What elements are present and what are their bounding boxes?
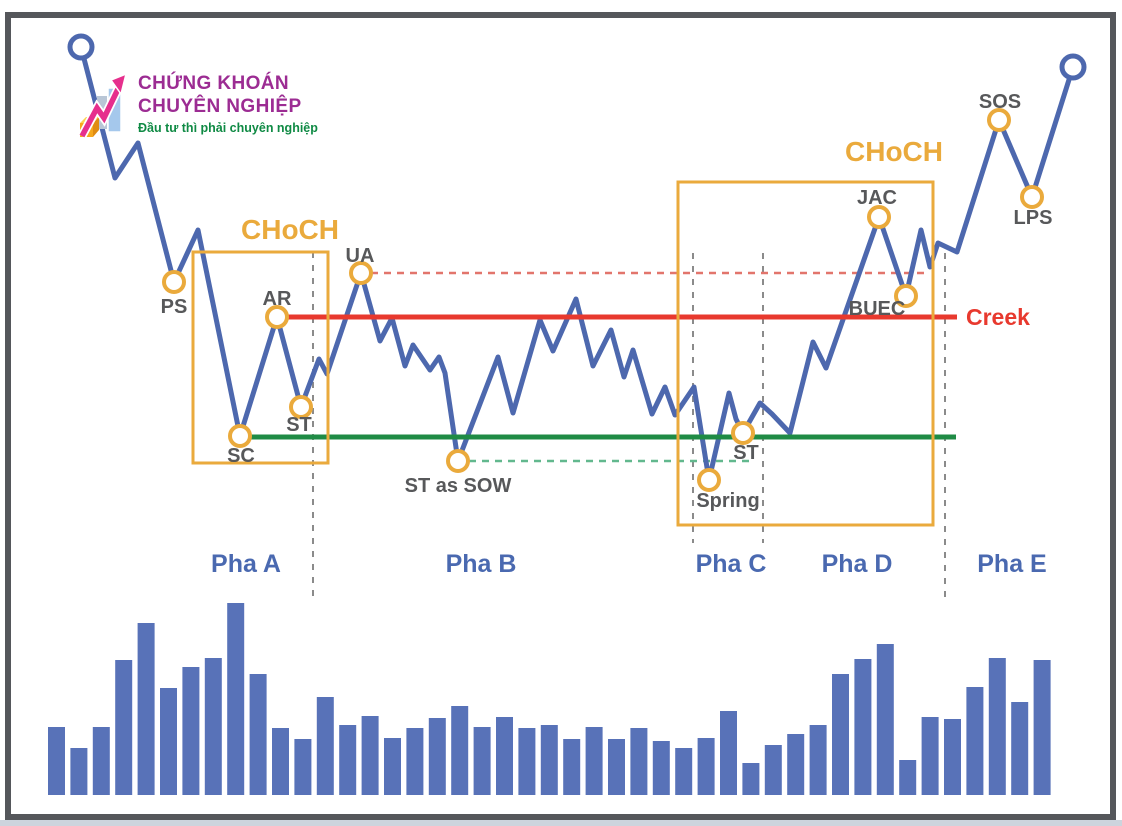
volume-bar bbox=[48, 727, 65, 795]
volume-bar bbox=[473, 727, 491, 795]
choch-box bbox=[191, 250, 330, 465]
event-label: BUEC bbox=[849, 298, 906, 320]
event-marker bbox=[349, 261, 373, 285]
endpoint-marker bbox=[67, 33, 95, 61]
price-line bbox=[78, 44, 1076, 483]
volume-bar bbox=[854, 659, 872, 795]
event-marker bbox=[265, 305, 289, 329]
volume-bar bbox=[540, 725, 558, 795]
volume-bar bbox=[428, 718, 446, 795]
volume-bar bbox=[764, 745, 782, 795]
volume-bar bbox=[720, 711, 737, 795]
volume-bar bbox=[1033, 660, 1051, 795]
volume-bar bbox=[630, 728, 648, 795]
event-label: AR bbox=[263, 288, 292, 310]
volume-bar bbox=[675, 748, 693, 795]
event-label: ST bbox=[733, 442, 759, 464]
chart-frame bbox=[5, 12, 1116, 820]
phase-label: Pha B bbox=[446, 550, 517, 578]
choch-label: CHoCH bbox=[241, 214, 339, 245]
event-label: ST as SOW bbox=[405, 475, 512, 497]
logo-title-line1: CHỨNG KHOÁN bbox=[138, 73, 290, 94]
volume-bar bbox=[339, 725, 357, 795]
phase-label: Pha E bbox=[977, 550, 1046, 578]
event-label: LPS bbox=[1014, 207, 1053, 229]
creek-resistance-label: Creek bbox=[966, 304, 1030, 330]
phase-label: Pha A bbox=[211, 550, 281, 578]
volume-bar bbox=[563, 739, 581, 795]
choch-label: CHoCH bbox=[845, 136, 943, 167]
volume-bar bbox=[451, 706, 469, 795]
volume-bar bbox=[496, 717, 513, 795]
choch-box bbox=[676, 180, 935, 527]
volume-bar bbox=[249, 674, 267, 795]
volume-bar bbox=[652, 741, 670, 795]
event-label: SC bbox=[227, 445, 255, 467]
event-marker bbox=[289, 395, 313, 419]
volume-bar bbox=[787, 734, 805, 795]
volume-bar bbox=[361, 716, 379, 795]
volume-bar bbox=[294, 739, 312, 795]
volume-bar bbox=[742, 763, 760, 795]
event-label: Spring bbox=[696, 490, 759, 512]
volume-bar bbox=[608, 739, 625, 795]
event-label: ST bbox=[286, 414, 312, 436]
bottom-strip bbox=[0, 820, 1122, 826]
event-marker bbox=[987, 108, 1011, 132]
event-label: PS bbox=[161, 296, 188, 318]
volume-bar bbox=[92, 727, 110, 795]
event-marker bbox=[867, 205, 891, 229]
event-marker bbox=[162, 270, 186, 294]
logo-chart-icon bbox=[78, 72, 128, 139]
volume-bar bbox=[272, 728, 289, 795]
volume-bar bbox=[227, 603, 245, 795]
volume-bar bbox=[832, 674, 849, 795]
volume-bar bbox=[944, 719, 961, 795]
endpoint-marker bbox=[1059, 53, 1087, 81]
volume-bar bbox=[204, 658, 222, 795]
volume-bar bbox=[899, 760, 917, 795]
volume-bar bbox=[115, 660, 133, 795]
volume-bar bbox=[921, 717, 939, 795]
volume-bar bbox=[182, 667, 200, 795]
event-label: SOS bbox=[979, 91, 1021, 113]
logo: CHỨNG KHOÁN CHUYÊN NGHIỆP Đầu tư thì phả… bbox=[70, 66, 318, 144]
logo-title-line2: CHUYÊN NGHIỆP bbox=[138, 96, 302, 117]
event-marker bbox=[894, 284, 918, 308]
volume-bar bbox=[518, 728, 536, 795]
volume-bar bbox=[876, 644, 894, 795]
volume-bar bbox=[697, 738, 715, 795]
event-label: JAC bbox=[857, 187, 897, 209]
logo-arrowhead bbox=[109, 72, 128, 96]
volume-bar bbox=[809, 725, 827, 795]
volume-bar bbox=[585, 727, 603, 795]
event-marker bbox=[697, 468, 721, 492]
phase-label: Pha C bbox=[696, 550, 767, 578]
logo-tagline: Đầu tư thì phải chuyên nghiệp bbox=[138, 121, 318, 135]
volume-bar bbox=[316, 697, 334, 795]
volume-bar bbox=[1011, 702, 1029, 795]
phase-label: Pha D bbox=[822, 550, 893, 578]
logo-arrow bbox=[79, 87, 121, 138]
event-marker bbox=[446, 449, 470, 473]
volume-bar bbox=[384, 738, 401, 795]
event-marker bbox=[228, 424, 252, 448]
volume-bar bbox=[137, 623, 155, 795]
event-label: UA bbox=[346, 245, 375, 267]
volume-bar bbox=[406, 728, 424, 795]
volume-bar bbox=[988, 658, 1006, 795]
event-marker bbox=[1020, 185, 1044, 209]
volume-bar bbox=[966, 687, 984, 795]
logo-text: CHỨNG KHOÁN CHUYÊN NGHIỆP Đầu tư thì phả… bbox=[138, 66, 318, 135]
event-marker bbox=[731, 421, 755, 445]
volume-bar bbox=[160, 688, 177, 795]
volume-bar bbox=[70, 748, 88, 795]
